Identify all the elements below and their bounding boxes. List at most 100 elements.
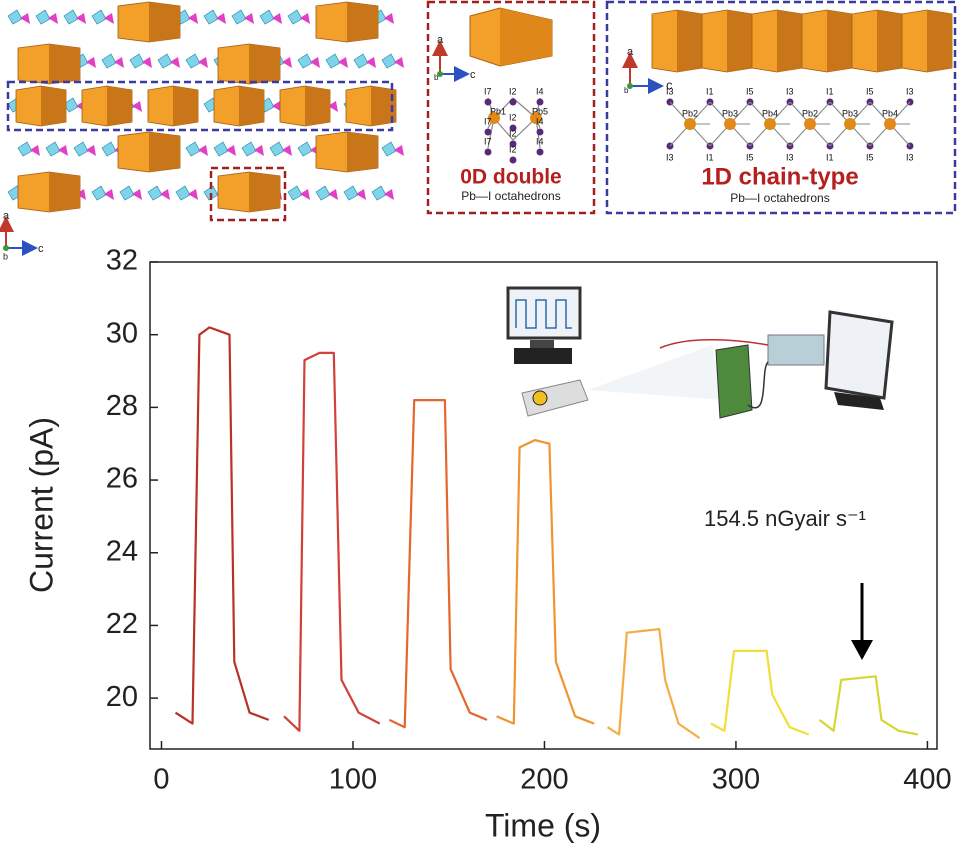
octahedron-face [41,86,66,126]
data-line [174,326,270,725]
tetrahedron [343,185,359,201]
octahedron-face [305,86,330,126]
tetrahedron [241,141,257,157]
tetrahedron [91,9,107,25]
chain-box [6,80,394,132]
octahedron-face [239,86,264,126]
tetrahedron [157,53,173,69]
tetrahedron [272,101,282,112]
tetrahedron [76,13,86,24]
data-line [818,675,919,736]
y-tick-label: 28 [106,390,138,422]
atom [509,124,517,132]
x-axis-label: Time (s) [485,807,601,843]
atom-label: I3 [666,152,674,162]
tetrahedron [170,57,180,68]
tetrahedron [188,13,198,24]
atom-label: I4 [536,116,544,126]
tetrahedron [282,57,292,68]
atom-label: I3 [666,86,674,96]
atom [530,112,542,124]
atom-label: I5 [866,152,874,162]
x-tick-label: 100 [329,764,377,796]
panel-subtitle: Pb—I octahedrons [461,189,560,203]
pointer-arrow [851,640,873,660]
tetrahedron [175,185,191,201]
atom-label: Pb2 [682,108,698,118]
atom-label: I7 [484,116,492,126]
tetrahedron [226,145,236,156]
atom-label: I5 [746,86,754,96]
tetrahedron [328,101,338,112]
atom [884,118,896,130]
atom [488,112,500,124]
octahedron-face [149,2,180,42]
y-tick-label: 30 [106,317,138,349]
data-line [283,351,381,732]
atom [536,128,544,136]
atom-label: I1 [706,152,714,162]
tetrahedron [325,53,341,69]
y-tick-label: 22 [106,608,138,640]
tetrahedron [114,57,124,68]
tetrahedron [101,53,117,69]
tetrahedron [104,13,114,24]
data-line [388,399,488,729]
y-tick-label: 20 [106,681,138,713]
tetrahedron [132,189,142,200]
tetrahedron [101,141,117,157]
data-line [496,439,595,725]
octahedron-face [107,86,132,126]
atom-label: I3 [786,86,794,96]
tetrahedron [353,53,369,69]
tetrahedron [231,9,247,25]
tetrahedron [198,57,208,68]
atom-label: Pb2 [802,108,818,118]
tetrahedron [244,13,254,24]
octahedron-face [927,10,952,72]
axis-dot [3,245,9,251]
tetrahedron [203,9,219,25]
atom-label: I3 [906,152,914,162]
tetrahedron [300,13,310,24]
tetrahedron [185,53,201,69]
tetrahedron [63,9,79,25]
atom [804,118,816,130]
axis-letter: a [3,210,10,222]
atom-label: I2 [509,86,517,96]
atom-label: Pb3 [842,108,858,118]
tetrahedron [287,185,303,201]
octahedron-face [877,10,902,72]
crystal-packing [7,1,404,213]
atom-label: I4 [536,136,544,146]
plot-frame [149,261,938,750]
tetrahedron [188,189,198,200]
tetrahedron [371,185,387,201]
atom-label: I5 [866,86,874,96]
tetrahedron [73,141,89,157]
atom-label: I3 [906,86,914,96]
octahedron-face [49,44,80,84]
tetrahedron [35,9,51,25]
panel-border [605,0,957,215]
tetrahedron [297,53,313,69]
atom [684,118,696,130]
tetrahedron [213,141,229,157]
tetrahedron [58,145,68,156]
atom [536,98,544,106]
atom [484,98,492,106]
octahedron-face [371,86,396,126]
tetrahedron [287,9,303,25]
x-tick-label: 400 [903,764,951,796]
octahedron-face [49,172,80,212]
data-line [607,627,701,740]
tetrahedron [381,141,397,157]
axis-letter: a [437,34,444,46]
tetrahedron [282,145,292,156]
octahedron-face [827,10,852,72]
octahedron-face [173,86,198,126]
atom [764,118,776,130]
tetrahedron [300,189,310,200]
